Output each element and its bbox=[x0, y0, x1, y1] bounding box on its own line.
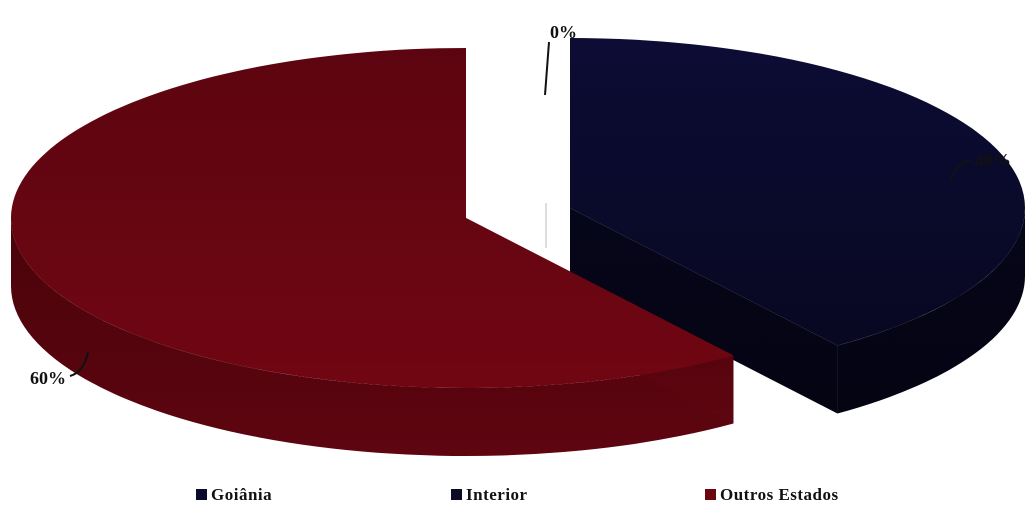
legend-swatch-interior bbox=[451, 489, 462, 500]
data-label-interior: 40% bbox=[975, 150, 1011, 170]
slice-outros-estados bbox=[11, 48, 734, 456]
legend-label-outros-estados: Outros Estados bbox=[720, 484, 839, 504]
legend: Goiânia Interior Outros Estados bbox=[0, 483, 1028, 506]
legend-swatch-outros-estados bbox=[705, 489, 716, 500]
leader-line-goiania bbox=[544, 41, 550, 96]
slice-top-interior bbox=[570, 38, 1025, 346]
slice-cut-interior-1 bbox=[570, 208, 838, 414]
legend-label-goiania: Goiânia bbox=[211, 484, 273, 504]
slice-side-outros-estados bbox=[11, 218, 734, 456]
slice-side-interior bbox=[837, 208, 1025, 414]
slice-interior bbox=[570, 38, 1025, 414]
leader-line-interior bbox=[949, 159, 973, 181]
legend-item-outros-estados: Outros Estados bbox=[705, 483, 839, 506]
legend-label-interior: Interior bbox=[466, 484, 528, 504]
leader-line-outros-estados bbox=[69, 351, 89, 377]
legend-swatch-goiania bbox=[196, 489, 207, 500]
data-label-goiania: 0% bbox=[550, 22, 577, 42]
data-label-outros-estados: 60% bbox=[30, 368, 66, 388]
legend-item-interior: Interior bbox=[451, 483, 528, 506]
slice-top-outros-estados bbox=[11, 48, 734, 388]
legend-item-goiania: Goiânia bbox=[196, 483, 272, 506]
